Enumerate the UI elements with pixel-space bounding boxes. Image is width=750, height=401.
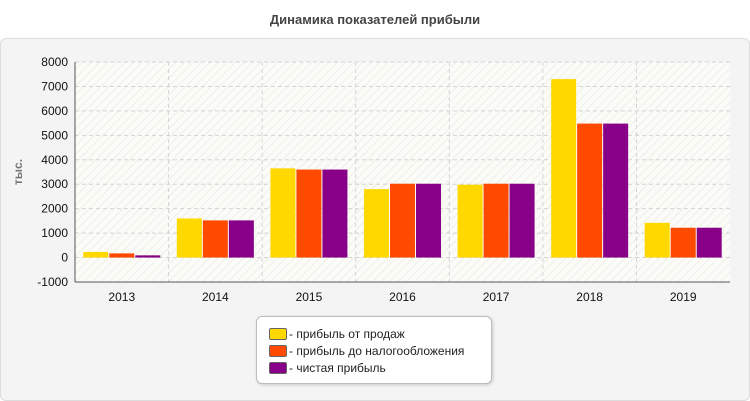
bar-1-2019[interactable] bbox=[644, 222, 670, 258]
x-tick-label: 2013 bbox=[108, 290, 135, 304]
bar-1-2015[interactable] bbox=[270, 168, 296, 258]
y-tick-label: 0 bbox=[61, 251, 68, 265]
bar-3-2013[interactable] bbox=[135, 255, 161, 258]
bar-1-2017[interactable] bbox=[457, 184, 483, 258]
bar-3-2019[interactable] bbox=[696, 227, 722, 258]
y-tick-label: 5000 bbox=[41, 128, 68, 142]
legend-item-sales-profit[interactable]: - прибыль от продаж bbox=[269, 326, 405, 342]
x-tick-label: 2015 bbox=[296, 290, 323, 304]
legend-label: - прибыль от продаж bbox=[289, 327, 405, 341]
bar-2-2019[interactable] bbox=[670, 227, 696, 258]
bar-2-2014[interactable] bbox=[202, 220, 228, 258]
x-tick-label: 2018 bbox=[576, 290, 603, 304]
bar-3-2018[interactable] bbox=[603, 123, 629, 258]
legend-swatch bbox=[269, 328, 287, 340]
y-tick-label: 3000 bbox=[41, 177, 68, 191]
bar-1-2016[interactable] bbox=[364, 189, 389, 258]
y-axis-label: тыс. bbox=[11, 159, 25, 185]
y-tick-label: 8000 bbox=[41, 55, 68, 69]
bars bbox=[83, 79, 722, 258]
bar-1-2018[interactable] bbox=[551, 79, 577, 258]
bar-2-2013[interactable] bbox=[109, 253, 135, 258]
chart-title: Динамика показателей прибыли bbox=[269, 12, 481, 27]
legend-item-pretax-profit[interactable]: - прибыль до налогообложения bbox=[269, 343, 464, 359]
bar-2-2016[interactable] bbox=[390, 183, 415, 258]
bar-3-2015[interactable] bbox=[322, 169, 348, 258]
bar-3-2017[interactable] bbox=[509, 183, 535, 258]
grid-lines bbox=[75, 61, 730, 282]
axes bbox=[74, 62, 730, 283]
y-tick-label: 6000 bbox=[41, 104, 68, 118]
bar-3-2016[interactable] bbox=[416, 183, 441, 258]
bar-1-2014[interactable] bbox=[176, 218, 202, 258]
legend-item-net-profit[interactable]: - чистая прибыль bbox=[269, 360, 386, 376]
x-tick-label: 2016 bbox=[389, 290, 416, 304]
bar-1-2013[interactable] bbox=[83, 251, 109, 258]
bar-2-2015[interactable] bbox=[296, 169, 322, 258]
y-tick-label: 4000 bbox=[41, 153, 68, 167]
legend-label: - чистая прибыль bbox=[289, 361, 386, 375]
x-tick-label: 2019 bbox=[670, 290, 697, 304]
y-axis-ticks: -1000 0 1000 2000 3000 4000 5000 6000 7000 8000 bbox=[37, 55, 68, 289]
y-tick-label: 1000 bbox=[41, 226, 68, 240]
y-tick-label: -1000 bbox=[37, 275, 68, 289]
bar-2-2018[interactable] bbox=[577, 123, 603, 258]
bar-3-2014[interactable] bbox=[228, 220, 254, 258]
legend-label: - прибыль до налогообложения bbox=[289, 344, 465, 358]
legend-swatch bbox=[269, 345, 287, 357]
y-tick-label: 2000 bbox=[41, 202, 68, 216]
y-tick-label: 7000 bbox=[41, 79, 68, 93]
bar-2-2017[interactable] bbox=[483, 183, 509, 258]
x-tick-label: 2014 bbox=[202, 290, 229, 304]
legend-swatch bbox=[269, 362, 287, 374]
x-tick-label: 2017 bbox=[483, 290, 510, 304]
x-axis-ticks: 2013 2014 2015 2016 2017 2018 2019 bbox=[108, 290, 696, 304]
legend: - прибыль от продаж - прибыль до налогоо… bbox=[256, 316, 492, 384]
